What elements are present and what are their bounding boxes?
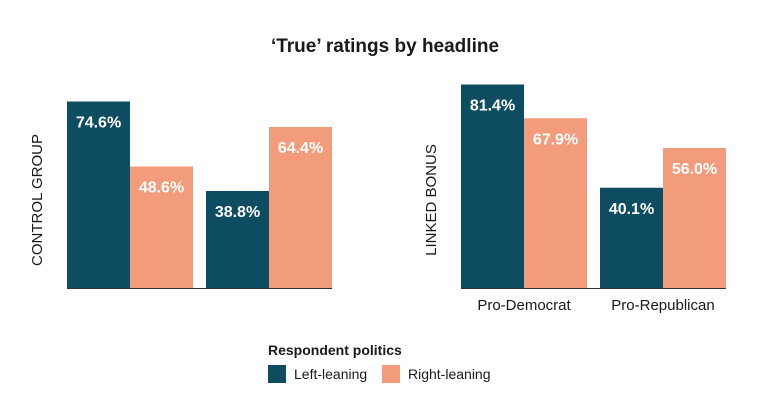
panel-0-ylabel: CONTROL GROUP <box>29 134 46 266</box>
panel-1-bar-pro-democrat-left-leaning <box>461 84 524 288</box>
panel-0-data-label-pro-democrat-left-leaning: 74.6% <box>76 115 121 132</box>
panel-0-bar-pro-republican-right-leaning <box>269 127 332 288</box>
legend-label-left-leaning: Left-leaning <box>294 366 368 382</box>
chart-title: ‘True’ ratings by headline <box>270 36 500 57</box>
panel-0-data-label-pro-republican-right-leaning: 64.4% <box>278 140 323 157</box>
x-tick-label-pro-republican: Pro-Republican <box>611 297 714 314</box>
panel-1-bar-pro-republican-right-leaning <box>663 148 726 288</box>
legend-swatch-right-leaning <box>382 365 400 383</box>
panel-1-data-label-pro-republican-right-leaning: 56.0% <box>672 161 717 178</box>
panel-1-data-label-pro-democrat-right-leaning: 67.9% <box>533 131 578 148</box>
panel-0-data-label-pro-democrat-right-leaning: 48.6% <box>139 180 184 197</box>
panel-0-bar-pro-republican-left-leaning <box>206 191 269 288</box>
legend-item-left-leaning: Left-leaning <box>268 364 367 384</box>
panel-1-ylabel: LINKED BONUS <box>423 144 440 256</box>
legend-label-right-leaning: Right-leaning <box>408 366 491 382</box>
panel-1-bar-pro-republican-left-leaning <box>600 187 663 288</box>
panel-0-data-label-pro-republican-left-leaning: 38.8% <box>215 204 260 221</box>
panel-1-bar-pro-democrat-right-leaning <box>524 118 587 288</box>
legend-item-right-leaning: Right-leaning <box>382 364 491 384</box>
legend-title: Respondent politics <box>268 342 402 358</box>
legend-swatch-left-leaning <box>268 365 286 383</box>
panel-1-data-label-pro-republican-left-leaning: 40.1% <box>609 201 654 218</box>
panel-1-data-label-pro-democrat-left-leaning: 81.4% <box>470 98 515 115</box>
panel-0-bar-pro-democrat-right-leaning <box>130 166 193 288</box>
panel-0-bar-pro-democrat-left-leaning <box>67 101 130 288</box>
x-tick-label-pro-democrat: Pro-Democrat <box>477 297 571 314</box>
